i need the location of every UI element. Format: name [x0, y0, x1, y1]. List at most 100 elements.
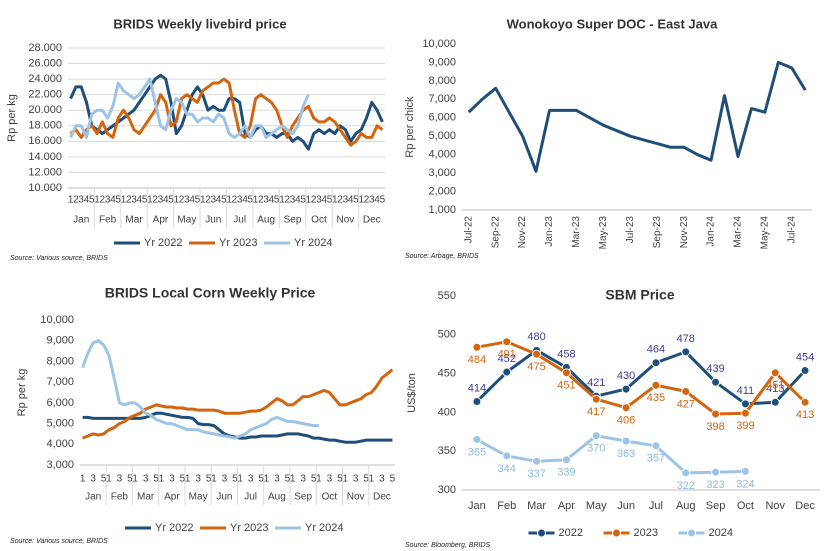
x-tick-label: 5: [195, 195, 201, 206]
x-tick-label: May: [586, 500, 607, 512]
legend-label: Yr 2024: [294, 237, 333, 249]
y-tick-label: 300: [438, 484, 456, 496]
x-tick-label: 5: [232, 474, 238, 485]
source: Source: Arbage, BRIDS: [405, 253, 479, 260]
y-tick-label: 500: [438, 329, 456, 341]
data-label: 454: [796, 351, 814, 363]
y-tick-label: 9,000: [428, 56, 456, 68]
x-tick-label: 2: [232, 195, 238, 206]
y-tick-label: 5,000: [428, 130, 456, 142]
x-tick-label: 1: [94, 195, 100, 206]
data-label: 480: [527, 331, 545, 343]
point: [740, 399, 750, 409]
month-label: Oct: [322, 492, 338, 503]
point: [502, 337, 512, 347]
month-label: Apr: [164, 492, 180, 503]
point: [651, 358, 661, 368]
y-tick-label: 10.000: [28, 182, 62, 194]
x-tick-label: 3: [263, 195, 269, 206]
point: [681, 468, 691, 478]
x-tick-label: 5: [221, 195, 227, 206]
month-label: Aug: [257, 215, 275, 226]
x-tick-label: 1: [279, 195, 285, 206]
x-tick-label: 5: [180, 474, 186, 485]
point: [651, 441, 661, 451]
point: [800, 397, 810, 407]
x-tick-label: Jan: [468, 500, 486, 512]
month-label: May: [189, 492, 208, 503]
chart-title: BRIDS Local Corn Weekly Price: [105, 285, 316, 301]
month-label: Dec: [373, 492, 391, 503]
x-tick-label: 1: [332, 195, 338, 206]
x-tick-label: 5: [337, 474, 343, 485]
legend-label: Yr 2023: [219, 237, 258, 249]
y-tick-label: 14.000: [28, 151, 62, 163]
x-tick-label: 5: [101, 474, 107, 485]
x-tick-label: 3: [316, 195, 322, 206]
x-tick-label: 2: [100, 195, 106, 206]
point: [711, 409, 721, 419]
y-tick-label: 7,000: [46, 376, 74, 388]
x-tick-label: 1: [147, 195, 153, 206]
legend-marker: [612, 528, 621, 538]
x-tick-label: 3: [343, 195, 349, 206]
point: [621, 403, 631, 413]
y-tick-label: 10,000: [40, 314, 74, 326]
x-tick-label: Jul-24: [786, 216, 797, 244]
x-tick-label: 5: [285, 474, 291, 485]
x-tick-label: 3: [369, 195, 375, 206]
x-tick-label: 1: [174, 195, 180, 206]
y-tick-label: 1,000: [428, 204, 456, 216]
x-tick-label: 3: [211, 195, 217, 206]
month-label: Oct: [311, 215, 327, 226]
x-tick-label: Aug: [676, 500, 696, 512]
month-label: Jul: [233, 215, 246, 226]
x-tick-label: 4: [348, 195, 354, 206]
month-label: Aug: [268, 492, 286, 503]
x-tick-label: Apr: [558, 500, 575, 512]
x-tick-label: Mar-24: [733, 216, 744, 248]
chart-title: BRIDS Weekly livebird price: [113, 16, 286, 31]
series-line: [476, 434, 746, 475]
x-tick-label: 1: [306, 195, 312, 206]
data-label: 451: [766, 380, 784, 392]
x-tick-label: 2: [284, 195, 290, 206]
x-tick-label: Mar-23: [571, 216, 582, 248]
x-tick-label: Sep-22: [490, 216, 501, 249]
x-tick-label: 2: [364, 195, 370, 206]
y-tick-label: 4,000: [46, 438, 74, 450]
data-label: 421: [587, 377, 605, 389]
data-label: 406: [617, 415, 635, 427]
x-tick-label: Nov-22: [517, 216, 528, 249]
x-tick-label: 1: [121, 195, 127, 206]
month-label: Jan: [85, 492, 101, 503]
x-tick-label: 1: [132, 474, 138, 485]
x-tick-label: 5: [115, 195, 121, 206]
legend-label: 2022: [559, 527, 583, 539]
x-tick-label: 1: [369, 474, 375, 485]
month-label: Nov: [347, 492, 365, 503]
y-axis-label: Rp per kg: [6, 94, 18, 142]
data-label: 478: [677, 333, 695, 345]
x-tick-label: Jun: [617, 500, 635, 512]
legend-label: Yr 2023: [230, 522, 269, 534]
y-tick-label: 6,000: [428, 112, 456, 124]
series-line: [475, 348, 807, 406]
point: [621, 436, 631, 446]
x-tick-label: 3: [184, 195, 190, 206]
x-tick-label: 1: [358, 195, 364, 206]
month-label: Feb: [111, 492, 129, 503]
x-tick-label: 1: [342, 474, 348, 485]
x-tick-label: 4: [110, 195, 116, 206]
y-tick-label: 22.000: [28, 89, 62, 101]
x-tick-label: 1: [290, 474, 296, 485]
data-label: 427: [677, 398, 695, 410]
legend-label: Yr 2022: [155, 522, 194, 534]
point: [472, 397, 482, 407]
x-tick-label: 3: [105, 195, 111, 206]
x-tick-label: Feb: [497, 500, 516, 512]
point: [711, 377, 721, 387]
x-tick-label: 1: [226, 195, 232, 206]
data-label: 339: [557, 467, 575, 479]
point: [740, 408, 750, 418]
